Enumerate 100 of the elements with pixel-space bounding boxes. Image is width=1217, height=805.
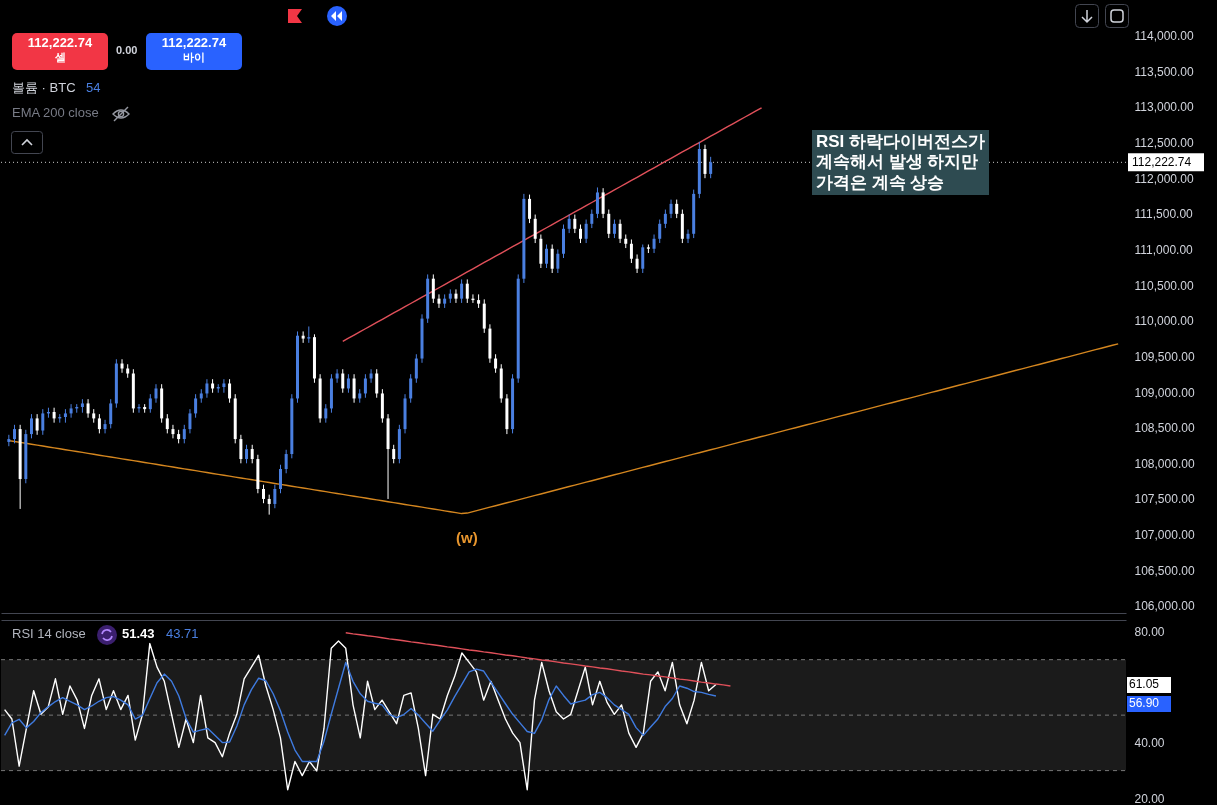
line-series <box>3 640 717 791</box>
candlestick <box>641 243 645 274</box>
candlestick <box>392 444 396 464</box>
annotation: 51.43 <box>122 626 155 642</box>
candlestick <box>567 214 571 234</box>
candlestick <box>431 273 435 304</box>
candlestick <box>363 373 367 399</box>
candlestick <box>607 209 611 239</box>
ref-line-label: 112,222.74 <box>1132 155 1192 170</box>
candlestick <box>545 243 549 269</box>
line-series <box>8 343 1119 515</box>
candlestick <box>273 484 277 509</box>
line-series <box>3 661 717 763</box>
candlestick <box>86 398 90 419</box>
candlestick <box>437 293 441 309</box>
candlestick <box>675 199 679 219</box>
candlestick <box>612 219 616 239</box>
candlestick <box>205 378 209 399</box>
y-tick-label: 107,500.00 <box>1134 492 1195 507</box>
y-tick-label: 106,000.00 <box>1134 599 1195 614</box>
candlestick <box>669 199 673 219</box>
annotation: 셀 <box>53 50 67 64</box>
y-tick-label: 106,500.00 <box>1134 563 1195 578</box>
candlestick <box>97 413 101 434</box>
candlestick <box>29 413 33 439</box>
y-tick-label: 113,000.00 <box>1134 100 1194 115</box>
candlestick <box>454 288 458 304</box>
candlestick <box>279 464 283 494</box>
candlestick <box>550 243 554 274</box>
y-tick-label: 109,500.00 <box>1134 349 1195 364</box>
candlestick <box>663 209 667 229</box>
candlestick <box>409 373 413 404</box>
candlestick <box>182 424 186 444</box>
annotation: 0.00 <box>116 44 138 57</box>
y-tick-label: 110,500.00 <box>1134 278 1194 293</box>
candlestick <box>250 444 254 464</box>
candlestick <box>307 325 311 344</box>
candlestick <box>284 449 288 474</box>
y-tick-label: 108,000.00 <box>1134 456 1195 471</box>
candlestick <box>324 403 328 424</box>
y-tick-label: 112,500.00 <box>1134 136 1194 151</box>
y-tick-label: 112,000.00 <box>1134 171 1194 186</box>
candlestick <box>652 234 656 254</box>
annotation: 43.71 <box>166 626 199 642</box>
y-tick-label: 80.00 <box>1134 625 1165 640</box>
candlestick <box>556 248 560 274</box>
y-tick-label: 111,500.00 <box>1134 207 1194 222</box>
candlestick <box>346 373 350 394</box>
candlestick <box>352 373 356 404</box>
candlestick <box>52 407 56 424</box>
candlestick <box>69 403 73 419</box>
candlestick <box>262 484 266 504</box>
annotation: 112,222.74 <box>26 35 94 51</box>
candlestick <box>658 219 662 244</box>
annotation: 54 <box>86 80 101 96</box>
candlestick <box>120 358 124 374</box>
annotation: 112,222.74 <box>160 35 228 51</box>
y-tick-label: 40.00 <box>1134 736 1165 751</box>
y-tick-label: 107,000.00 <box>1134 528 1195 543</box>
candlestick <box>12 424 16 444</box>
y-tick-label: 114,000.00 <box>1134 29 1194 44</box>
candlestick <box>222 378 226 394</box>
annotation: (w) <box>456 529 478 547</box>
text: 56.90 <box>1127 696 1171 712</box>
candlestick <box>171 424 175 439</box>
candlestick <box>533 214 537 244</box>
candlestick <box>239 434 243 464</box>
annotation: RSI 하락다이버전스가 계속해서 발생 하지만 가격은 계속 상승 <box>812 130 990 196</box>
y-tick-label: 110,000.00 <box>1134 314 1194 329</box>
candlestick <box>165 413 169 434</box>
text: 61.05 <box>1127 677 1171 693</box>
candlestick <box>194 393 198 419</box>
candlestick <box>629 239 633 264</box>
candlestick <box>103 419 107 434</box>
candlestick <box>578 224 582 244</box>
candlestick <box>460 278 464 304</box>
candlestick <box>465 278 469 304</box>
candlestick <box>245 444 249 464</box>
candlestick <box>494 353 498 374</box>
y-tick-label: 109,000.00 <box>1134 385 1195 400</box>
candlestick <box>686 229 690 244</box>
candlestick <box>590 209 594 229</box>
candlestick <box>228 378 232 404</box>
y-tick-label: 111,000.00 <box>1134 242 1194 257</box>
line-series <box>345 632 732 687</box>
annotation: 볼륨 · BTC <box>12 80 76 96</box>
candlestick <box>188 408 192 434</box>
candlestick <box>267 494 271 516</box>
candlestick <box>709 156 713 179</box>
candlestick <box>573 214 577 234</box>
candlestick <box>109 398 113 429</box>
candlestick <box>375 368 379 399</box>
candlestick <box>41 408 45 436</box>
candlestick <box>601 187 605 219</box>
annotation: RSI 14 close <box>12 626 86 642</box>
candlestick <box>35 413 39 436</box>
candlestick <box>154 383 158 404</box>
candlestick <box>635 253 639 274</box>
candlestick <box>301 330 305 344</box>
annotation: EMA 200 close <box>12 105 99 121</box>
